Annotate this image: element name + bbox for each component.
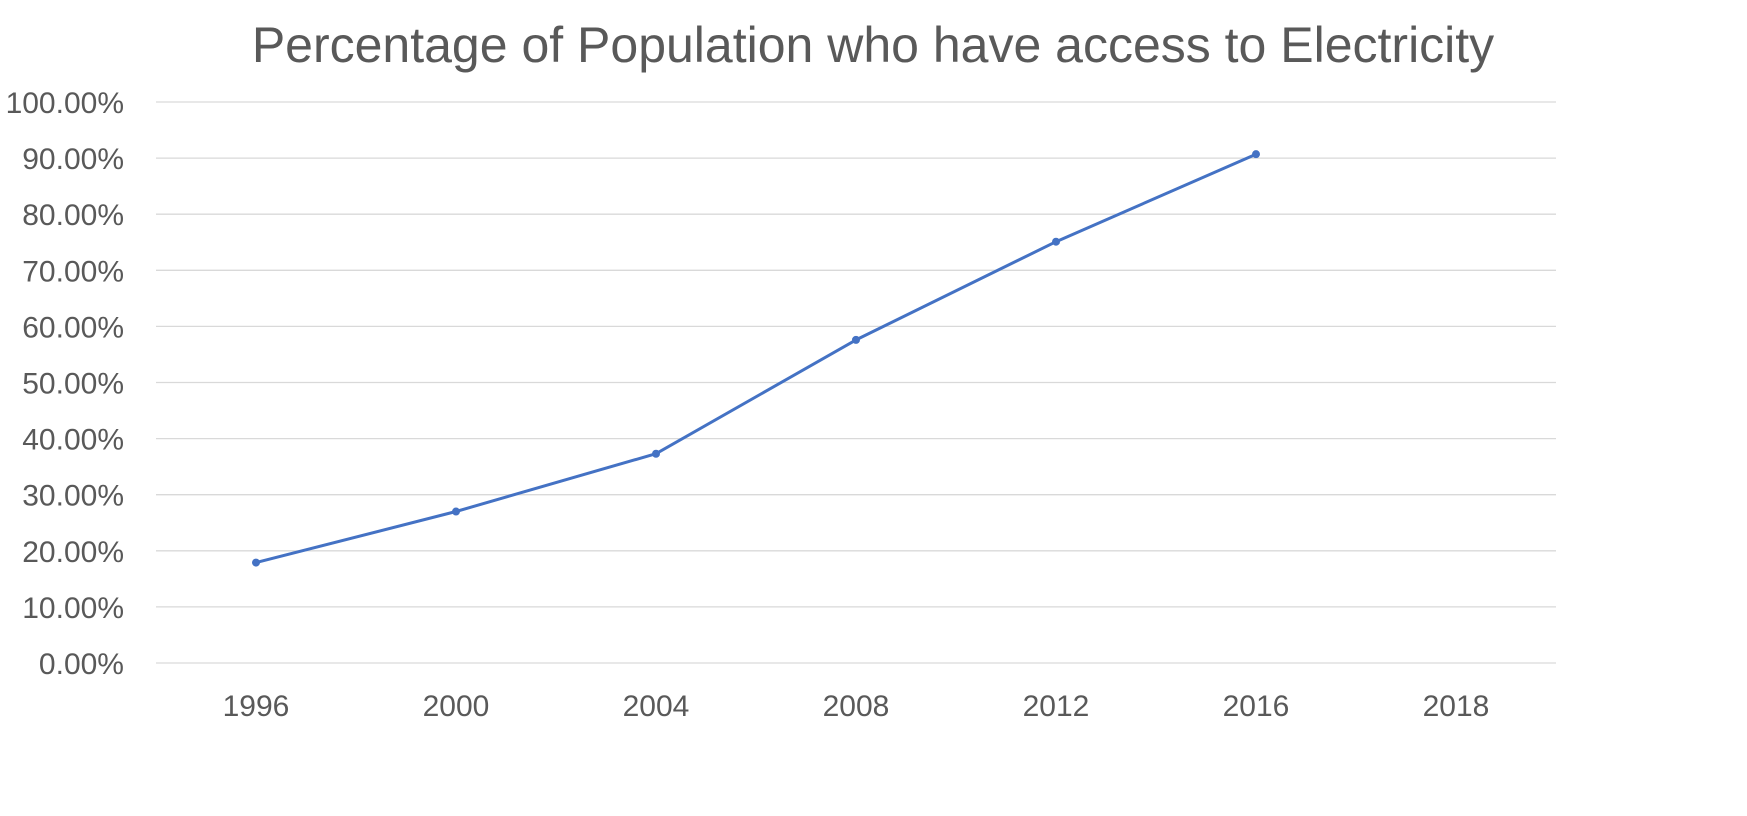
y-tick-label: 30.00% (22, 480, 124, 513)
x-tick-label: 2000 (423, 690, 490, 723)
y-tick-label: 0.00% (39, 648, 124, 681)
x-tick-label: 2008 (823, 690, 890, 723)
y-tick-label: 10.00% (22, 592, 124, 625)
data-point (1052, 237, 1060, 246)
y-tick-label: 60.00% (22, 311, 124, 344)
x-tick-label: 2012 (1023, 690, 1090, 723)
y-axis-tick-labels: 0.00% 10.00% 20.00% 30.00% 40.00% 50.00% 60.00… (6, 87, 124, 681)
data-point (252, 558, 260, 567)
data-point (1252, 150, 1260, 159)
x-tick-label: 1996 (223, 690, 290, 723)
x-tick-label: 2018 (1423, 690, 1490, 723)
y-tick-label: 90.00% (22, 143, 124, 176)
y-tick-label: 20.00% (22, 536, 124, 569)
y-tick-label: 50.00% (22, 368, 124, 401)
series-line (254, 152, 1258, 565)
y-tick-label: 70.00% (22, 255, 124, 288)
x-tick-label: 2016 (1223, 690, 1290, 723)
y-tick-label: 80.00% (22, 199, 124, 232)
chart-title: Percentage of Population who have access… (252, 17, 1494, 73)
y-tick-label: 100.00% (6, 87, 124, 120)
data-point (652, 449, 660, 458)
data-point (852, 335, 860, 344)
x-axis-tick-labels: 1996 2000 2004 2008 2012 2016 2018 (223, 690, 1490, 723)
gridlines (156, 101, 1556, 664)
data-point (452, 507, 460, 516)
y-tick-label: 40.00% (22, 424, 124, 457)
series-layer (252, 150, 1260, 567)
x-tick-label: 2004 (623, 690, 690, 723)
